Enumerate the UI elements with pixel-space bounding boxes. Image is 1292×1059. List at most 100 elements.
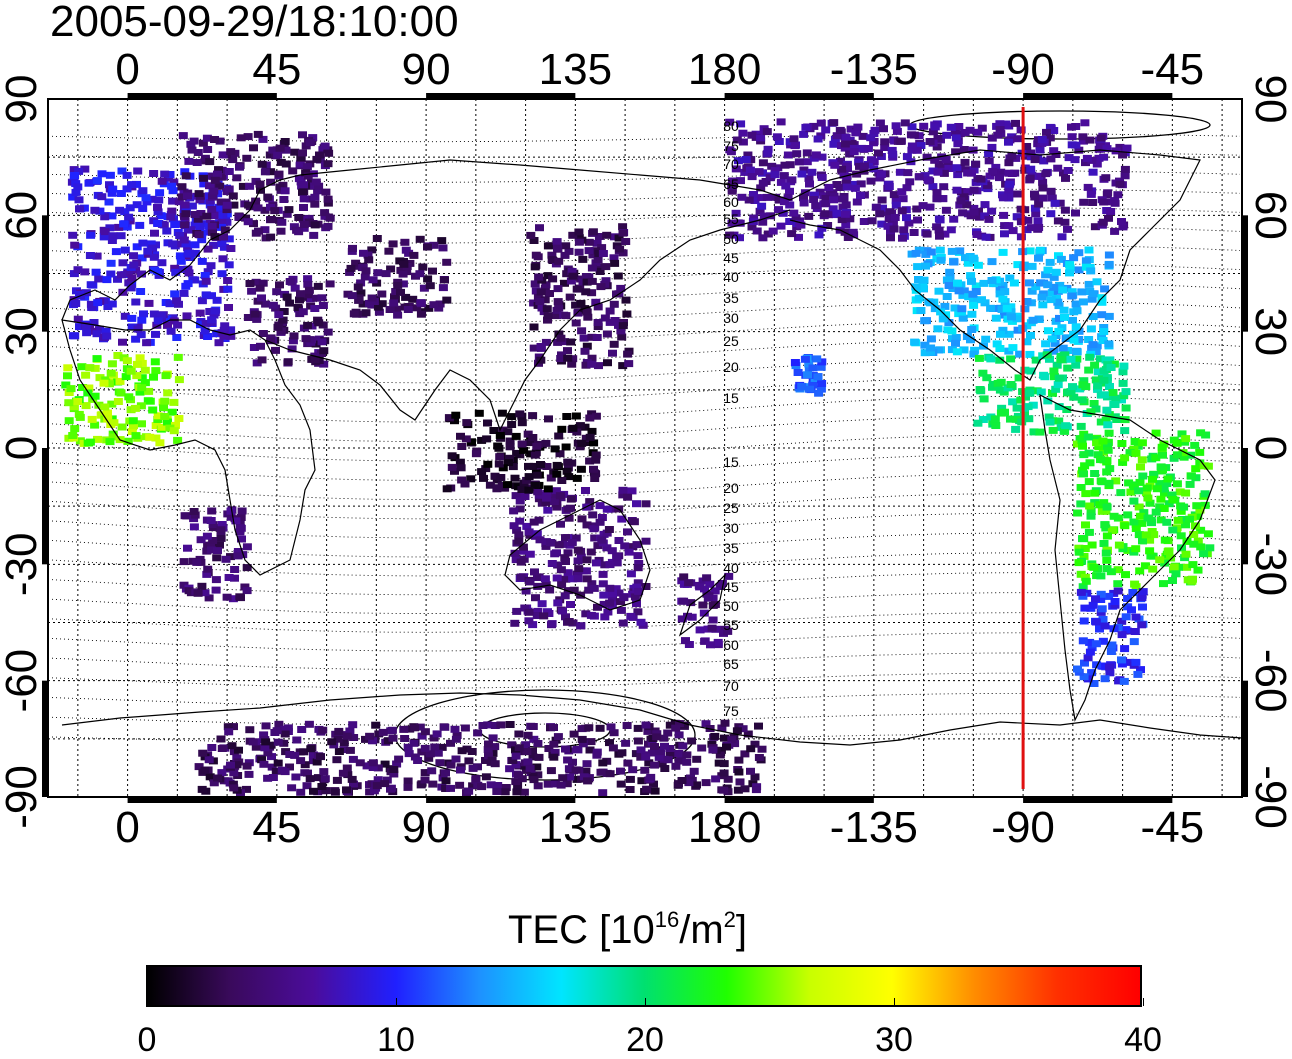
- tec-cell: [793, 369, 803, 376]
- tec-cell: [1113, 191, 1123, 199]
- tec-cell: [561, 745, 570, 753]
- tec-cell: [287, 345, 297, 353]
- tec-cell: [1113, 566, 1123, 574]
- tec-cell: [787, 176, 797, 184]
- tec-cell: [543, 316, 552, 324]
- tec-cell: [1085, 353, 1095, 361]
- tec-cell: [1042, 128, 1051, 136]
- tec-cell: [236, 514, 246, 521]
- tec-cell: [266, 216, 276, 223]
- tec-cell: [1097, 507, 1107, 515]
- tec-cell: [754, 168, 764, 176]
- tec-cell: [403, 306, 413, 313]
- tec-cell: [1142, 484, 1152, 492]
- tec-cell: [1103, 442, 1112, 450]
- tec-cell: [320, 775, 330, 783]
- tec-cell: [987, 258, 997, 266]
- tec-cell: [1102, 556, 1112, 564]
- tec-cell: [151, 330, 160, 338]
- tec-cell: [579, 773, 589, 781]
- tec-cell: [896, 137, 906, 145]
- tec-cell: [942, 293, 952, 300]
- tec-cell: [953, 171, 963, 179]
- tec-cell: [168, 240, 178, 248]
- tec-cell: [1111, 394, 1121, 402]
- tec-cell: [104, 380, 114, 388]
- tec-cell: [727, 187, 737, 195]
- tec-cell: [593, 263, 603, 271]
- tec-cell: [418, 263, 428, 271]
- tec-cell: [95, 374, 105, 382]
- tec-cell: [524, 617, 534, 625]
- tec-cell: [299, 224, 309, 232]
- tec-cell: [1000, 311, 1009, 319]
- colorbar-title-unit-exponent: 2: [723, 907, 736, 932]
- tec-cell: [781, 182, 791, 190]
- tec-cell: [317, 338, 327, 346]
- tec-cell: [563, 347, 572, 355]
- tec-cell: [1011, 415, 1021, 423]
- tec-cell: [515, 497, 525, 505]
- colorbar-tick-mark: [1143, 998, 1144, 1006]
- tec-cell: [959, 287, 969, 295]
- tec-cell: [1060, 206, 1070, 214]
- tec-cell: [471, 450, 481, 458]
- tec-cell: [821, 195, 831, 202]
- tec-cell: [900, 119, 910, 127]
- tec-cell: [995, 120, 1005, 128]
- tec-cell: [988, 383, 997, 391]
- tec-cell: [222, 201, 232, 209]
- tec-cell: [624, 360, 634, 368]
- tec-cell: [581, 487, 590, 494]
- tec-cell: [1041, 340, 1051, 348]
- tec-cell: [953, 279, 962, 287]
- tec-cell: [525, 764, 535, 772]
- tec-cell: [1073, 665, 1082, 673]
- tec-cell: [92, 330, 102, 338]
- tec-cell: [562, 467, 572, 475]
- tec-cell: [539, 612, 549, 620]
- tec-cell: [456, 432, 465, 440]
- tec-cell: [641, 537, 651, 545]
- tec-cell: [564, 514, 574, 522]
- tec-cell: [1034, 224, 1044, 231]
- tec-cell: [272, 288, 282, 296]
- tec-cell: [733, 157, 743, 165]
- tec-cell: [477, 783, 487, 791]
- tec-cell: [1130, 628, 1140, 635]
- tec-cell: [1186, 472, 1196, 480]
- tec-cell: [271, 767, 281, 775]
- tec-cell: [208, 172, 218, 180]
- tec-cell: [446, 739, 455, 747]
- tec-cell: [1104, 340, 1114, 348]
- tec-cell: [169, 398, 179, 406]
- tec-cell: [165, 300, 175, 308]
- tec-cell: [1110, 227, 1120, 235]
- tec-cell: [1135, 567, 1145, 575]
- contour-line: [48, 376, 1241, 403]
- tec-cell: [151, 422, 161, 430]
- tec-cell: [223, 285, 233, 293]
- tec-cell: [578, 740, 588, 748]
- tec-cell: [766, 212, 776, 220]
- tec-cell: [879, 125, 888, 133]
- tec-cell: [720, 719, 730, 727]
- tec-cell: [420, 728, 430, 736]
- tec-cell: [852, 170, 862, 178]
- tec-cell: [1105, 663, 1114, 671]
- tec-cell: [1080, 119, 1090, 127]
- tec-cell: [1052, 361, 1062, 369]
- tec-cell: [505, 443, 515, 451]
- tec-cell: [510, 549, 520, 557]
- tec-cell: [175, 252, 185, 260]
- tec-cell: [655, 748, 665, 756]
- tec-cell: [404, 750, 414, 758]
- tec-cell: [512, 449, 522, 457]
- tec-cell: [571, 412, 581, 420]
- tec-cell: [503, 481, 512, 489]
- tec-cell: [532, 763, 542, 771]
- tec-cell: [561, 558, 570, 565]
- tec-cell: [1078, 133, 1088, 141]
- tec-cell: [254, 227, 263, 235]
- tec-cell: [242, 564, 252, 572]
